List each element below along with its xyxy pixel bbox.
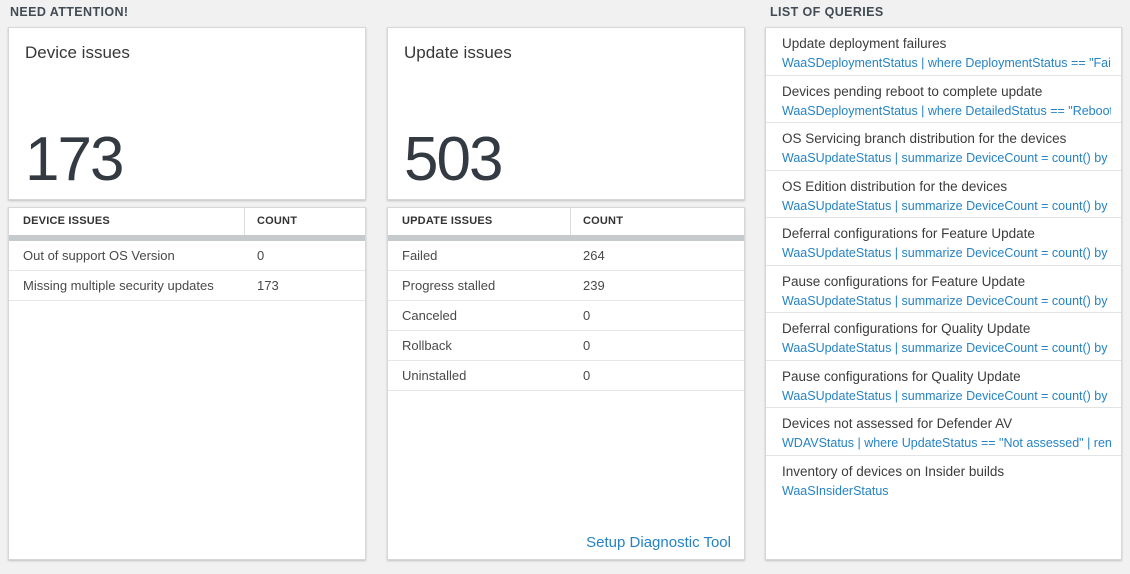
update-table-header-row: UPDATE ISSUES COUNT [388,208,744,235]
query-link[interactable]: WaaSUpdateStatus | summarize DeviceCount… [782,151,1111,165]
query-link[interactable]: WaaSDeploymentStatus | where DetailedSta… [782,103,1111,118]
list-of-queries-heading: LIST OF QUERIES [770,5,884,19]
row-label: Rollback [402,338,452,353]
query-list-item[interactable]: Inventory of devices on Insider builds W… [766,456,1121,504]
setup-diagnostic-tool-link[interactable]: Setup Diagnostic Tool [586,534,731,551]
query-link[interactable]: WaaSUpdateStatus | summarize DeviceCount… [782,198,1111,213]
row-count: 239 [583,278,605,293]
table-row[interactable]: Failed 264 [388,241,744,271]
query-link[interactable]: WaaSDeploymentStatus | where DeploymentS… [782,56,1111,70]
query-list-item[interactable]: Devices not assessed for Defender AV WDA… [766,408,1121,456]
query-title: Devices not assessed for Defender AV [782,416,1013,431]
update-issues-total: 503 [404,125,503,194]
row-label: Failed [402,248,438,263]
row-count: 264 [583,248,605,263]
table-header-separator [9,235,365,241]
query-link[interactable]: WaaSUpdateStatus | summarize DeviceCount… [782,388,1111,403]
query-title: Pause configurations for Quality Update [782,368,1021,384]
table-row[interactable]: Rollback 0 [388,331,744,361]
table-header-separator [388,235,744,241]
list-of-queries-panel: Update deployment failures WaaSDeploymen… [765,27,1122,560]
row-label: Progress stalled [402,278,496,293]
query-title: Inventory of devices on Insider builds [782,463,1005,479]
row-label: Uninstalled [402,368,467,383]
table-row[interactable]: Missing multiple security updates 173 [9,271,365,301]
update-issues-card-title: Update issues [404,43,512,62]
row-label: Canceled [402,308,457,323]
query-list-item[interactable]: Update deployment failures WaaSDeploymen… [766,28,1121,76]
query-title: Deferral configurations for Feature Upda… [782,226,1035,241]
query-list-item[interactable]: Pause configurations for Feature Update … [766,266,1121,313]
table-row[interactable]: Out of support OS Version 0 [9,241,365,271]
device-table-header-row: DEVICE ISSUES COUNT [9,208,365,235]
row-count: 0 [583,368,591,383]
row-count: 0 [583,308,591,323]
row-count: 0 [583,338,591,353]
query-title: Update deployment failures [782,36,947,51]
device-issues-table: DEVICE ISSUES COUNT Out of support OS Ve… [8,207,366,560]
query-list-item[interactable]: Deferral configurations for Quality Upda… [766,313,1121,361]
query-title: Pause configurations for Feature Update [782,273,1026,289]
row-count: 173 [257,278,279,293]
device-issues-card[interactable]: Device issues 173 [8,27,366,200]
query-title: OS Servicing branch distribution for the… [782,131,1067,146]
table-row[interactable]: Canceled 0 [388,301,744,331]
query-list-item[interactable]: Deferral configurations for Feature Upda… [766,218,1121,266]
query-title: Deferral configurations for Quality Upda… [782,321,1031,336]
query-list-item[interactable]: OS Edition distribution for the devices … [766,171,1121,218]
query-link[interactable]: WaaSUpdateStatus | summarize DeviceCount… [782,341,1111,355]
query-list-item[interactable]: Devices pending reboot to complete updat… [766,76,1121,123]
query-link[interactable]: WaaSUpdateStatus | summarize DeviceCount… [782,246,1111,260]
need-attention-heading: NEED ATTENTION! [10,5,129,19]
device-table-header-issues: DEVICE ISSUES [23,215,110,227]
query-list-item[interactable]: Pause configurations for Quality Update … [766,361,1121,408]
table-row[interactable]: Uninstalled 0 [388,361,744,391]
device-issues-total: 173 [25,125,124,194]
device-issues-card-title: Device issues [25,43,130,62]
query-link[interactable]: WaaSUpdateStatus | summarize DeviceCount… [782,293,1111,308]
row-count: 0 [257,248,265,263]
query-list-item[interactable]: OS Servicing branch distribution for the… [766,123,1121,171]
table-row[interactable]: Progress stalled 239 [388,271,744,301]
row-label: Missing multiple security updates [23,278,214,293]
update-issues-table: UPDATE ISSUES COUNT Failed 264 Progress … [387,207,745,560]
update-issues-card[interactable]: Update issues 503 [387,27,745,200]
device-table-header-count: COUNT [244,208,365,235]
update-table-header-count: COUNT [570,208,744,235]
row-label: Out of support OS Version [23,248,175,263]
query-title: Devices pending reboot to complete updat… [782,83,1043,99]
update-table-header-issues: UPDATE ISSUES [402,215,493,227]
query-title: OS Edition distribution for the devices [782,178,1008,194]
query-link[interactable]: WaaSInsiderStatus [782,483,889,498]
query-link[interactable]: WDAVStatus | where UpdateStatus == "Not … [782,436,1111,450]
